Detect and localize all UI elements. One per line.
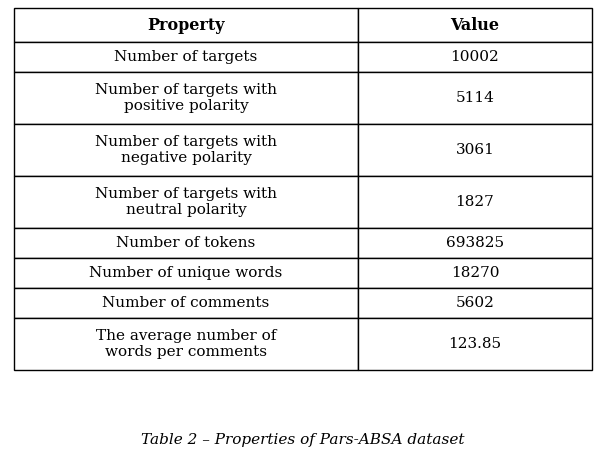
Text: 5602: 5602 (456, 296, 494, 310)
Text: 10002: 10002 (451, 50, 499, 64)
Text: The average number of
words per comments: The average number of words per comments (96, 329, 276, 359)
Text: 18270: 18270 (451, 266, 499, 280)
Bar (358, 176, 592, 228)
Bar (14, 8, 358, 42)
Text: Number of comments: Number of comments (102, 296, 270, 310)
Bar (14, 42, 358, 72)
Bar (14, 318, 358, 370)
Bar (358, 124, 592, 176)
Bar (14, 124, 358, 176)
Bar (14, 288, 358, 318)
Text: 3061: 3061 (456, 143, 494, 157)
Bar (358, 228, 592, 258)
Bar (358, 288, 592, 318)
Bar (14, 258, 358, 288)
Text: 1827: 1827 (456, 195, 494, 209)
Text: Value: Value (450, 17, 499, 34)
Bar (358, 318, 592, 370)
Text: Number of targets with
negative polarity: Number of targets with negative polarity (95, 135, 277, 165)
Text: Table 2 – Properties of Pars-ABSA dataset: Table 2 – Properties of Pars-ABSA datase… (141, 433, 465, 447)
Text: Property: Property (147, 17, 225, 34)
Text: Number of tokens: Number of tokens (116, 236, 256, 250)
Text: Number of targets with
positive polarity: Number of targets with positive polarity (95, 83, 277, 113)
Bar (14, 176, 358, 228)
Bar (358, 8, 592, 42)
Text: Number of unique words: Number of unique words (89, 266, 282, 280)
Bar (358, 258, 592, 288)
Text: 5114: 5114 (456, 91, 494, 105)
Text: 693825: 693825 (446, 236, 504, 250)
Text: 123.85: 123.85 (448, 337, 502, 351)
Text: Number of targets with
neutral polarity: Number of targets with neutral polarity (95, 187, 277, 217)
Bar (358, 72, 592, 124)
Bar (14, 228, 358, 258)
Text: Number of targets: Number of targets (115, 50, 258, 64)
Bar (14, 72, 358, 124)
Bar (358, 42, 592, 72)
